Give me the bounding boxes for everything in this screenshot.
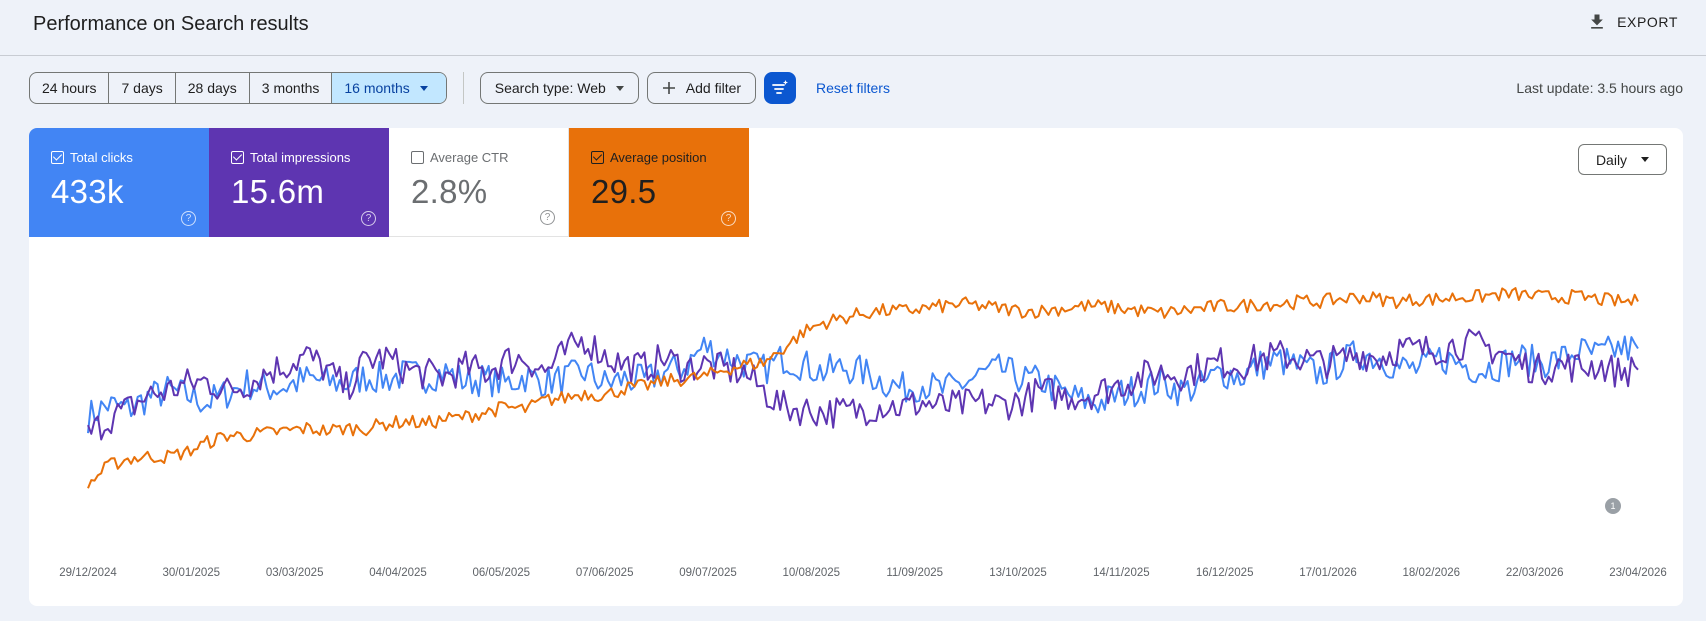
download-icon (1591, 14, 1603, 29)
metric-average-position[interactable]: Average position 29.5 ? (569, 128, 749, 237)
dropdown-arrow-icon (615, 85, 624, 91)
last-update-text: Last update: 3.5 hours ago (1516, 80, 1683, 96)
x-axis-tick-label: 18/02/2026 (1403, 567, 1461, 579)
export-label: EXPORT (1617, 14, 1678, 30)
performance-line-chart: 29/12/2024 30/01/2025 03/03/2025 04/04/2025… (59, 287, 1667, 579)
annotation-label: 1 (1610, 501, 1615, 511)
checkbox-checked-icon[interactable] (231, 151, 244, 164)
annotation-marker[interactable]: 1 (1605, 498, 1621, 514)
metric-label: Average position (610, 150, 707, 165)
metric-value: 2.8% (411, 173, 488, 210)
search-type-dropdown[interactable]: Search type: Web (479, 72, 639, 104)
x-axis-tick-label: 17/01/2026 (1299, 567, 1357, 579)
range-16-months[interactable]: 16 months (332, 73, 446, 103)
toolbar: 24 hours 7 days 28 days 3 months 16 mont… (29, 72, 890, 104)
metric-value: 15.6m (231, 173, 325, 210)
help-icon[interactable]: ? (721, 211, 736, 226)
help-icon[interactable]: ? (540, 210, 555, 225)
add-filter-label: Add filter (685, 80, 742, 96)
x-axis-tick-label: 13/10/2025 (989, 567, 1047, 579)
checkbox-checked-icon[interactable] (51, 151, 64, 164)
metric-label: Total clicks (70, 150, 133, 165)
x-axis-tick-label: 06/05/2025 (473, 567, 531, 579)
checkbox-checked-icon[interactable] (591, 151, 604, 164)
page-header: Performance on Search results EXPORT (0, 0, 1706, 56)
performance-chart-card: 29/12/2024 30/01/2025 03/03/2025 04/04/2025… (29, 128, 1683, 606)
x-axis-tick-label: 29/12/2024 (59, 567, 117, 579)
granularity-dropdown[interactable]: Daily (1578, 144, 1667, 175)
x-axis-tick-label: 22/03/2026 (1506, 567, 1564, 579)
metric-label: Total impressions (250, 150, 351, 165)
series-line-total-impressions (87, 328, 1639, 441)
dropdown-arrow-icon (419, 85, 428, 91)
help-icon[interactable]: ? (181, 211, 196, 226)
metric-value: 433k (51, 173, 124, 210)
reset-filters-link[interactable]: Reset filters (816, 80, 890, 96)
x-axis-tick-label: 30/01/2025 (163, 567, 221, 579)
checkbox-unchecked-icon[interactable] (411, 151, 424, 164)
date-range-selector: 24 hours 7 days 28 days 3 months 16 mont… (29, 72, 447, 104)
x-axis-tick-label: 14/11/2025 (1093, 567, 1150, 579)
metric-total-impressions[interactable]: Total impressions 15.6m ? (209, 128, 389, 237)
filter-sparkle-icon (772, 80, 789, 94)
x-axis-tick-label: 16/12/2025 (1196, 567, 1254, 579)
dropdown-arrow-icon (1641, 157, 1650, 162)
x-axis-tick-label: 09/07/2025 (679, 567, 737, 579)
export-button[interactable]: EXPORT (1587, 12, 1678, 32)
range-7-days[interactable]: 7 days (109, 73, 176, 103)
granularity-label: Daily (1595, 151, 1628, 168)
series-line-total-clicks (87, 335, 1639, 434)
range-3-months[interactable]: 3 months (250, 73, 333, 103)
range-24-hours[interactable]: 24 hours (30, 73, 110, 103)
x-axis-tick-label: 07/06/2025 (576, 567, 634, 579)
metric-label: Average CTR (430, 150, 509, 165)
filter-settings-button[interactable] (764, 72, 797, 104)
search-type-label: Search type: Web (494, 80, 606, 96)
metric-average-ctr[interactable]: Average CTR 2.8% ? (389, 128, 569, 237)
plus-icon (662, 82, 675, 94)
range-28-days[interactable]: 28 days (176, 73, 250, 103)
x-axis-tick-label: 03/03/2025 (266, 567, 324, 579)
x-axis-tick-label: 23/04/2026 (1609, 567, 1667, 579)
series-line-average-position (87, 287, 1639, 489)
metric-total-clicks[interactable]: Total clicks 433k ? (29, 128, 209, 237)
metric-value: 29.5 (591, 173, 657, 210)
x-axis-tick-label: 10/08/2025 (783, 567, 841, 579)
x-axis-tick-label: 04/04/2025 (369, 567, 427, 579)
help-icon[interactable]: ? (361, 211, 376, 226)
range-16-months-label: 16 months (344, 80, 410, 96)
x-axis-tick-label: 11/09/2025 (886, 567, 943, 579)
divider (462, 72, 464, 104)
page-title: Performance on Search results (33, 13, 309, 35)
annotation-circle (1605, 498, 1621, 514)
add-filter-button[interactable]: Add filter (646, 72, 757, 104)
